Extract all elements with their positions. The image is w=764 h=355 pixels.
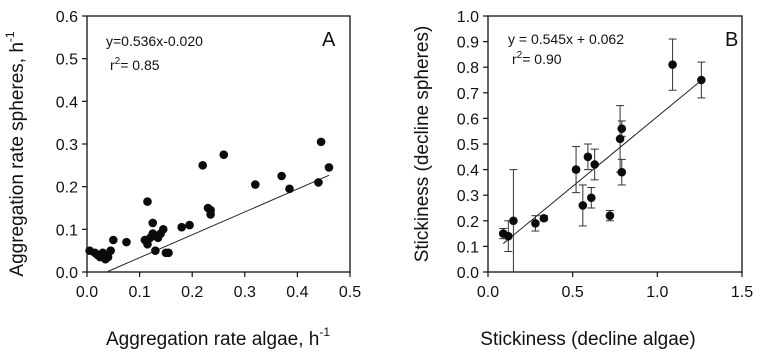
panel-b-data-point xyxy=(509,216,518,226)
panel-a-data-point xyxy=(219,150,229,159)
panel-a-x-axis-title: Aggregation rate algae, h-1 xyxy=(106,325,330,350)
panel-b-data-point xyxy=(539,213,549,223)
panel-b-x-tick-label: 0.5 xyxy=(562,284,584,301)
panel-b-x-tick-label: 1.0 xyxy=(646,284,668,301)
panel-b-y-tick-label: 0.6 xyxy=(457,111,479,128)
panel-b-y-tick-label: 0.3 xyxy=(457,188,479,205)
panel-b-y-tick-label: 0.7 xyxy=(457,86,479,103)
panel-a-y-ticks: 0.0 0.1 0.2 0.3 0.4 0.5 0.6 xyxy=(56,9,87,282)
panel-a-fit-line-group xyxy=(107,174,330,272)
panel-b-data-point xyxy=(605,211,615,220)
panel-a-data-point xyxy=(185,220,194,230)
panel-a-data-point xyxy=(164,248,173,258)
panel-a: 0.0 0.1 0.2 0.3 0.4 0.5 0.0 0.1 0.2 0.3 0.4 0.5 0.6… xyxy=(3,9,361,350)
panel-b-error-bars xyxy=(499,38,706,273)
panel-a-data-point xyxy=(316,137,326,147)
panel-a-fit-line xyxy=(107,174,330,272)
panel-b-data-point xyxy=(668,60,677,69)
panel-a-y-tick-label: 0.1 xyxy=(56,222,78,239)
panel-a-plot-frame xyxy=(86,15,351,273)
panel-b-data-point xyxy=(504,231,513,241)
panel-b-data-point xyxy=(586,193,596,203)
panel-a-x-tick-label: 0.4 xyxy=(286,284,308,301)
panel-b-y-tick-label: 0.8 xyxy=(457,60,479,77)
panel-b-x-tick-label: 1.5 xyxy=(731,284,753,301)
panel-b-equation: y = 0.545x + 0.062 xyxy=(508,31,624,47)
panel-b-data-point xyxy=(697,75,706,85)
panel-a-y-tick-label: 0.0 xyxy=(56,265,78,282)
panel-a-y-tick-label: 0.6 xyxy=(56,9,78,26)
panel-b-y-tick-label: 0.1 xyxy=(457,239,479,256)
panel-a-equation: y=0.536x-0.020 xyxy=(106,33,203,49)
panel-a-data-point xyxy=(158,225,168,234)
panel-a-data-point xyxy=(198,161,208,170)
panel-a-r-squared: r2= 0.85 xyxy=(110,56,160,73)
panel-a-y-axis-title: Aggregation rate spheres, h-1 xyxy=(3,31,28,276)
panel-b-y-axis-title: Stickiness (decline spheres) xyxy=(412,26,433,263)
panel-b-data-point xyxy=(571,165,581,174)
panel-b-y-tick-label: 0.9 xyxy=(457,35,479,52)
panel-b-x-axis-title: Stickiness (decline algae) xyxy=(480,329,695,350)
panel-b-x-tick-label: 0.0 xyxy=(477,284,499,301)
panel-b-data-point xyxy=(615,134,625,144)
panel-b-y-tick-label: 0.0 xyxy=(457,265,479,282)
panel-a-y-tick-label: 0.5 xyxy=(56,52,78,69)
panel-a-x-ticks: 0.0 0.1 0.2 0.3 0.4 0.5 xyxy=(76,272,361,301)
panel-a-data-point xyxy=(277,171,286,181)
panel-a-data-point xyxy=(177,222,186,232)
panel-a-data-point xyxy=(206,210,215,219)
panel-a-data-point xyxy=(143,197,152,206)
panel-a-y-tick-label: 0.4 xyxy=(56,94,78,111)
panel-b-label: B xyxy=(725,29,738,51)
panel-b-y-ticks: 0.0 0.1 0.2 0.3 0.4 0.5 0.6 0.7 0.8 0.9 1.0 xyxy=(457,9,488,282)
panel-a-data-point xyxy=(324,163,334,172)
panel-b-plot-frame xyxy=(487,15,743,273)
panel-b-data-point xyxy=(578,201,588,210)
panel-b-points xyxy=(498,60,706,241)
panel-a-label: A xyxy=(322,29,336,51)
panel-b-y-tick-label: 0.5 xyxy=(457,137,479,154)
panel-b: 0.0 0.5 1.0 1.5 0.0 0.1 0.2 0.3 0.4 0.5 0.6 0.7 0.8… xyxy=(412,9,753,350)
panel-b-data-point xyxy=(617,124,627,133)
panel-b-x-ticks: 0.0 0.5 1.0 1.5 xyxy=(477,272,753,301)
panel-a-x-tick-label: 0.1 xyxy=(128,284,150,301)
panel-a-data-point xyxy=(151,246,160,255)
panel-a-data-point xyxy=(109,235,118,245)
panel-a-x-tick-label: 0.5 xyxy=(339,284,361,301)
panel-a-x-tick-label: 0.2 xyxy=(181,284,203,301)
panel-b-r-squared: r2= 0.90 xyxy=(512,50,562,67)
panel-b-y-tick-label: 0.4 xyxy=(457,163,479,180)
panel-b-fit-line xyxy=(502,79,702,244)
panel-a-data-point xyxy=(314,178,323,187)
panel-b-y-tick-label: 1.0 xyxy=(457,9,479,26)
panel-a-y-tick-label: 0.3 xyxy=(56,137,78,154)
panel-a-data-point xyxy=(122,237,131,247)
panel-a-points xyxy=(85,137,334,264)
panel-b-data-point xyxy=(583,152,593,162)
panel-a-data-point xyxy=(106,246,115,255)
panel-a-x-tick-label: 0.3 xyxy=(234,284,256,301)
panel-a-x-tick-label: 0.0 xyxy=(76,284,98,301)
panel-b-data-point xyxy=(617,167,627,177)
panel-a-data-point xyxy=(251,180,260,189)
panel-b-data-point xyxy=(590,160,599,169)
panel-b-fit-line-group xyxy=(502,79,702,244)
panel-a-y-tick-label: 0.2 xyxy=(56,180,78,197)
panel-b-data-point xyxy=(531,219,540,228)
panel-b-y-tick-label: 0.2 xyxy=(457,214,479,231)
panel-a-data-point xyxy=(285,184,294,194)
panel-a-data-point xyxy=(148,218,158,228)
